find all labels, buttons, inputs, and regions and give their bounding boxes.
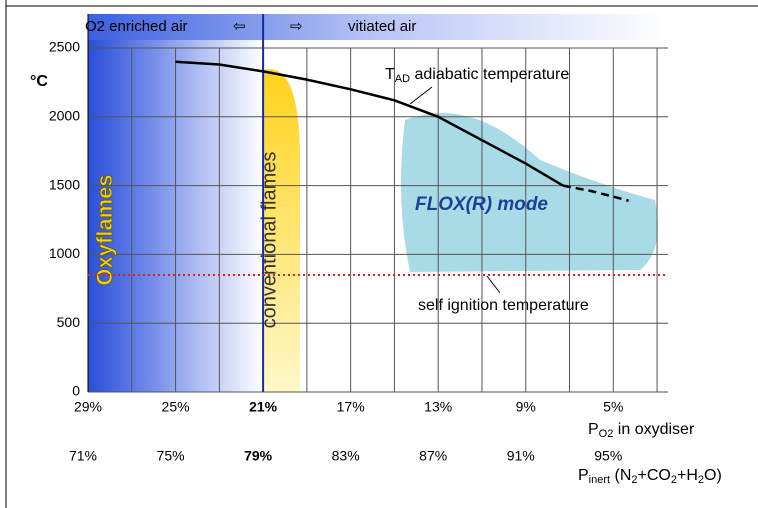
x2-tick-label: 91% [507, 448, 535, 464]
x-tick-label: 9% [516, 399, 536, 415]
chart: O2 enriched air ⇦ ⇨ vitiated air °C Oxyf… [0, 0, 758, 508]
label-part: in oxydiser [613, 421, 695, 438]
label-part: O) [704, 467, 722, 484]
x-tick-label: 17% [337, 399, 365, 415]
label-part: P [588, 421, 599, 438]
x-tick-label: 5% [603, 399, 623, 415]
label-part: T [385, 66, 395, 83]
y-axis-label: °C [30, 73, 48, 90]
flox-region [401, 113, 658, 272]
y-tick-label: 2500 [49, 39, 80, 55]
page: O2 enriched air ⇦ ⇨ vitiated air °C Oxyf… [0, 0, 758, 508]
y-tick-label: 500 [57, 314, 81, 330]
label-part: inert [589, 474, 610, 486]
flox-label: FLOX(R) mode [415, 194, 548, 215]
arrow: ⇨ [290, 18, 303, 35]
x2-tick-label: 71% [69, 448, 97, 464]
label-part: +CO [638, 467, 671, 484]
label-part: AD [395, 73, 410, 85]
y-tick-label: 0 [72, 383, 80, 399]
y-tick-label: 1000 [49, 245, 80, 261]
x2-tick-label: 75% [157, 448, 185, 464]
tad-label: TAD adiabatic temperature [385, 66, 569, 85]
y-tick-label: 1500 [49, 176, 80, 192]
oxyflames-label: Oxyflames [92, 174, 117, 285]
conventional-label: conventional flames [258, 152, 280, 329]
x2-tick-label: 79% [244, 448, 273, 464]
pointer [487, 276, 500, 293]
x-tick-label: 21% [249, 399, 278, 415]
top-right-label: vitiated air [348, 18, 416, 35]
label-part: +H [677, 467, 698, 484]
x2-tick-label: 87% [419, 448, 447, 464]
pointer [410, 87, 432, 104]
x2-axis-label: Pinert (N2+CO2+H2O) [578, 467, 722, 486]
x-axis-label: PO2 in oxydiser [588, 421, 695, 440]
label-part: P [578, 467, 589, 484]
x-tick-label: 25% [162, 399, 190, 415]
x-tick-label: 13% [424, 399, 452, 415]
label-part: (N [610, 467, 631, 484]
x2-tick-label: 95% [594, 448, 622, 464]
top-left-label: O2 enriched air [85, 18, 188, 35]
label-part: adiabatic temperature [410, 66, 569, 83]
self-ignition-label: self ignition temperature [418, 297, 589, 314]
arrow: ⇦ [233, 18, 246, 35]
x2-tick-label: 83% [332, 448, 360, 464]
x-tick-label: 29% [74, 399, 102, 415]
y-tick-label: 2000 [49, 108, 80, 124]
label-part: O2 [599, 428, 614, 440]
